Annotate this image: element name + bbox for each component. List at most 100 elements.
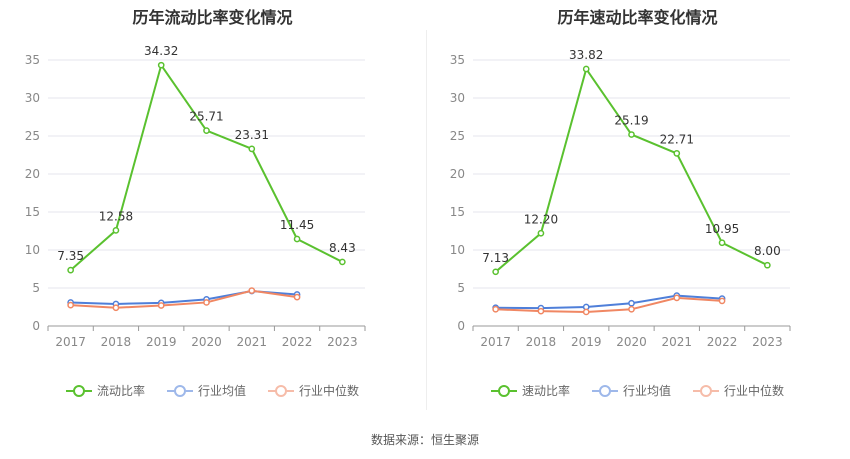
data-point	[718, 297, 726, 305]
y-tick-label: 25	[25, 129, 40, 143]
series-line	[495, 296, 723, 313]
data-point	[492, 305, 499, 313]
data-point	[339, 258, 346, 266]
y-tick-label: 10	[25, 243, 40, 257]
x-tick-label: 2023	[752, 335, 783, 349]
legend-label: 流动比率	[96, 384, 145, 398]
data-point	[112, 227, 120, 234]
x-tick-label: 2018	[101, 335, 132, 349]
y-tick-label: 20	[25, 167, 40, 181]
legend-item[interactable]: 行业均值	[591, 382, 671, 399]
chart-plot: 0 5 10 15 20 25 30 35 2017 2018 2019 2020 2021 2022 20…	[450, 48, 791, 349]
y-tick-label: 35	[450, 53, 465, 67]
x-tick-label: 2017	[55, 335, 86, 349]
legend-swatch-icon	[166, 384, 193, 397]
data-point	[492, 268, 499, 276]
data-point	[537, 307, 545, 315]
chart-plot: 0 5 10 15 20 25 30 35 2017 2018 2019 2020 2021 2022 20…	[25, 44, 366, 349]
legend-label: 行业中位数	[299, 384, 360, 398]
y-tick-label: 30	[25, 91, 40, 105]
series-line	[69, 62, 343, 271]
data-point	[67, 266, 74, 274]
y-tick-label: 15	[450, 205, 465, 219]
data-point	[582, 308, 590, 316]
x-tick-label: 2022	[282, 335, 313, 349]
data-point	[203, 127, 210, 134]
x-tick-label: 2019	[571, 335, 602, 349]
x-tick-label: 2018	[526, 335, 557, 349]
data-point	[628, 305, 635, 313]
data-point	[293, 235, 301, 243]
legend-swatch-icon	[490, 384, 517, 397]
data-label: 12.20	[524, 212, 558, 226]
y-tick-label: 0	[32, 319, 40, 333]
data-point	[718, 239, 726, 247]
x-tick-label: 2017	[480, 335, 511, 349]
legend-swatch-icon	[693, 384, 719, 397]
x-tick-label: 2023	[327, 335, 358, 349]
y-tick-label: 25	[450, 129, 465, 143]
data-point	[157, 61, 165, 69]
data-point	[582, 65, 590, 73]
legend-label: 行业中位数	[724, 384, 785, 398]
y-tick-label: 30	[450, 91, 465, 105]
data-label: 11.45	[280, 218, 314, 232]
data-label: 8.00	[754, 244, 781, 258]
data-label: 7.13	[482, 251, 509, 265]
y-tick-label: 10	[450, 243, 465, 257]
chart-legend: 速动比率 行业均值 行业中位数	[425, 382, 850, 399]
x-tick-label: 2019	[146, 335, 177, 349]
legend-item[interactable]: 行业均值	[166, 382, 246, 399]
x-tick-label: 2021	[237, 335, 268, 349]
data-point	[248, 145, 256, 153]
chart-panel-quick-ratio: 历年速动比率变化情况 0 5 10 15 20 25 30 35 2017 2018 2019 202…	[425, 0, 850, 420]
data-point	[673, 150, 681, 157]
legend-label: 行业均值	[622, 384, 671, 398]
data-label: 25.71	[189, 110, 223, 124]
legend-item[interactable]: 速动比率	[490, 382, 570, 399]
y-tick-label: 20	[450, 167, 465, 181]
series-line	[70, 289, 298, 309]
data-label: 10.95	[705, 222, 739, 236]
data-point	[203, 299, 210, 306]
legend-item[interactable]: 流动比率	[65, 382, 145, 399]
legend-swatch-icon	[65, 384, 92, 397]
panel-divider	[426, 30, 427, 410]
data-point	[764, 261, 771, 269]
data-point	[157, 302, 165, 309]
legend-swatch-icon	[591, 384, 618, 397]
data-point	[112, 304, 120, 312]
legend-label: 行业均值	[197, 384, 246, 398]
data-label: 12.58	[99, 209, 133, 223]
series-line	[495, 294, 723, 310]
data-label: 22.71	[660, 132, 694, 146]
legend-item[interactable]: 行业中位数	[693, 382, 784, 399]
data-label: 8.43	[329, 241, 356, 255]
x-tick-label: 2020	[616, 335, 647, 349]
chart-legend: 流动比率 行业均值 行业中位数	[0, 382, 425, 399]
data-label: 7.35	[57, 249, 84, 263]
y-tick-label: 5	[32, 281, 40, 295]
x-tick-label: 2020	[191, 335, 222, 349]
legend-swatch-icon	[268, 384, 294, 397]
data-point	[67, 301, 74, 309]
chart-panel-current-ratio: 历年流动比率变化情况 0 5 10 15 20 25 30 35 2017 2018 2019 202…	[0, 0, 425, 420]
legend-label: 速动比率	[521, 384, 570, 398]
data-label: 33.82	[569, 48, 603, 62]
chart-title: 历年流动比率变化情况	[132, 8, 293, 27]
data-point	[293, 293, 301, 301]
y-tick-label: 0	[457, 319, 465, 333]
y-tick-label: 35	[25, 53, 40, 67]
y-tick-label: 5	[457, 281, 465, 295]
x-tick-label: 2022	[707, 335, 738, 349]
data-point	[628, 299, 635, 307]
data-label: 34.32	[144, 44, 178, 58]
data-point	[537, 229, 545, 237]
series-line	[494, 66, 768, 273]
legend-item[interactable]: 行业中位数	[268, 382, 359, 399]
data-point	[248, 287, 256, 295]
data-point	[673, 294, 681, 302]
data-label: 25.19	[614, 114, 648, 128]
data-source-note: 数据来源：恒生聚源	[370, 433, 479, 447]
data-label: 23.31	[235, 128, 269, 142]
